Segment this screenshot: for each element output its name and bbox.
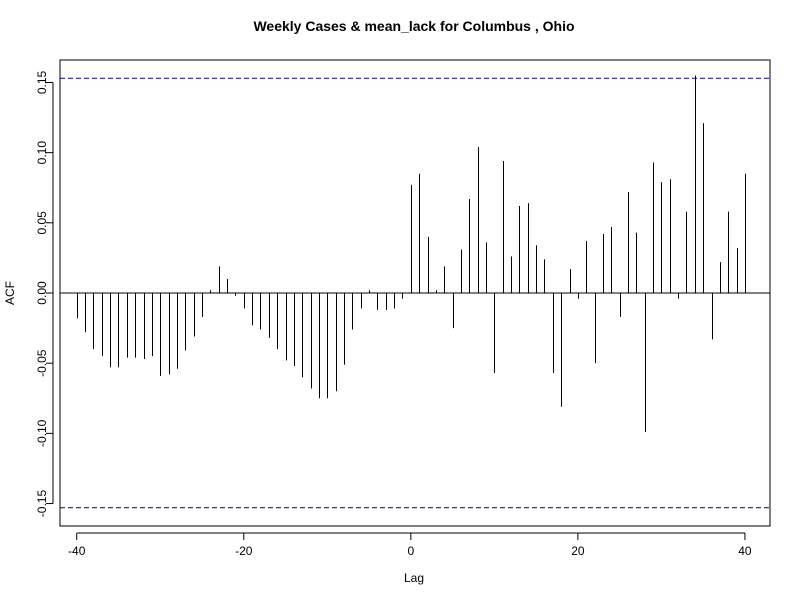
y-tick-label: -0.15 bbox=[35, 490, 49, 518]
y-tick-label: 0.05 bbox=[35, 211, 49, 235]
x-tick-label: 20 bbox=[571, 544, 585, 558]
chart-title: Weekly Cases & mean_lack for Columbus , … bbox=[253, 18, 574, 34]
x-tick-label: 40 bbox=[738, 544, 752, 558]
y-tick-label: -0.05 bbox=[35, 349, 49, 377]
y-axis-label: ACF bbox=[3, 281, 17, 305]
y-tick-label: 0.15 bbox=[35, 70, 49, 94]
y-tick-label: -0.10 bbox=[35, 419, 49, 447]
y-tick-label: 0.10 bbox=[35, 141, 49, 165]
x-tick-label: -20 bbox=[235, 544, 253, 558]
y-axis: -0.15 -0.10 -0.05 0.00 0.05 0.10 0.15 bbox=[35, 70, 54, 518]
x-tick-label: -40 bbox=[68, 544, 86, 558]
y-tick-label: 0.00 bbox=[35, 281, 49, 305]
acf-bars bbox=[77, 75, 746, 432]
x-tick-label: 0 bbox=[407, 544, 414, 558]
x-axis: -40 -20 0 20 40 bbox=[68, 532, 752, 558]
x-axis-label: Lag bbox=[404, 571, 424, 585]
